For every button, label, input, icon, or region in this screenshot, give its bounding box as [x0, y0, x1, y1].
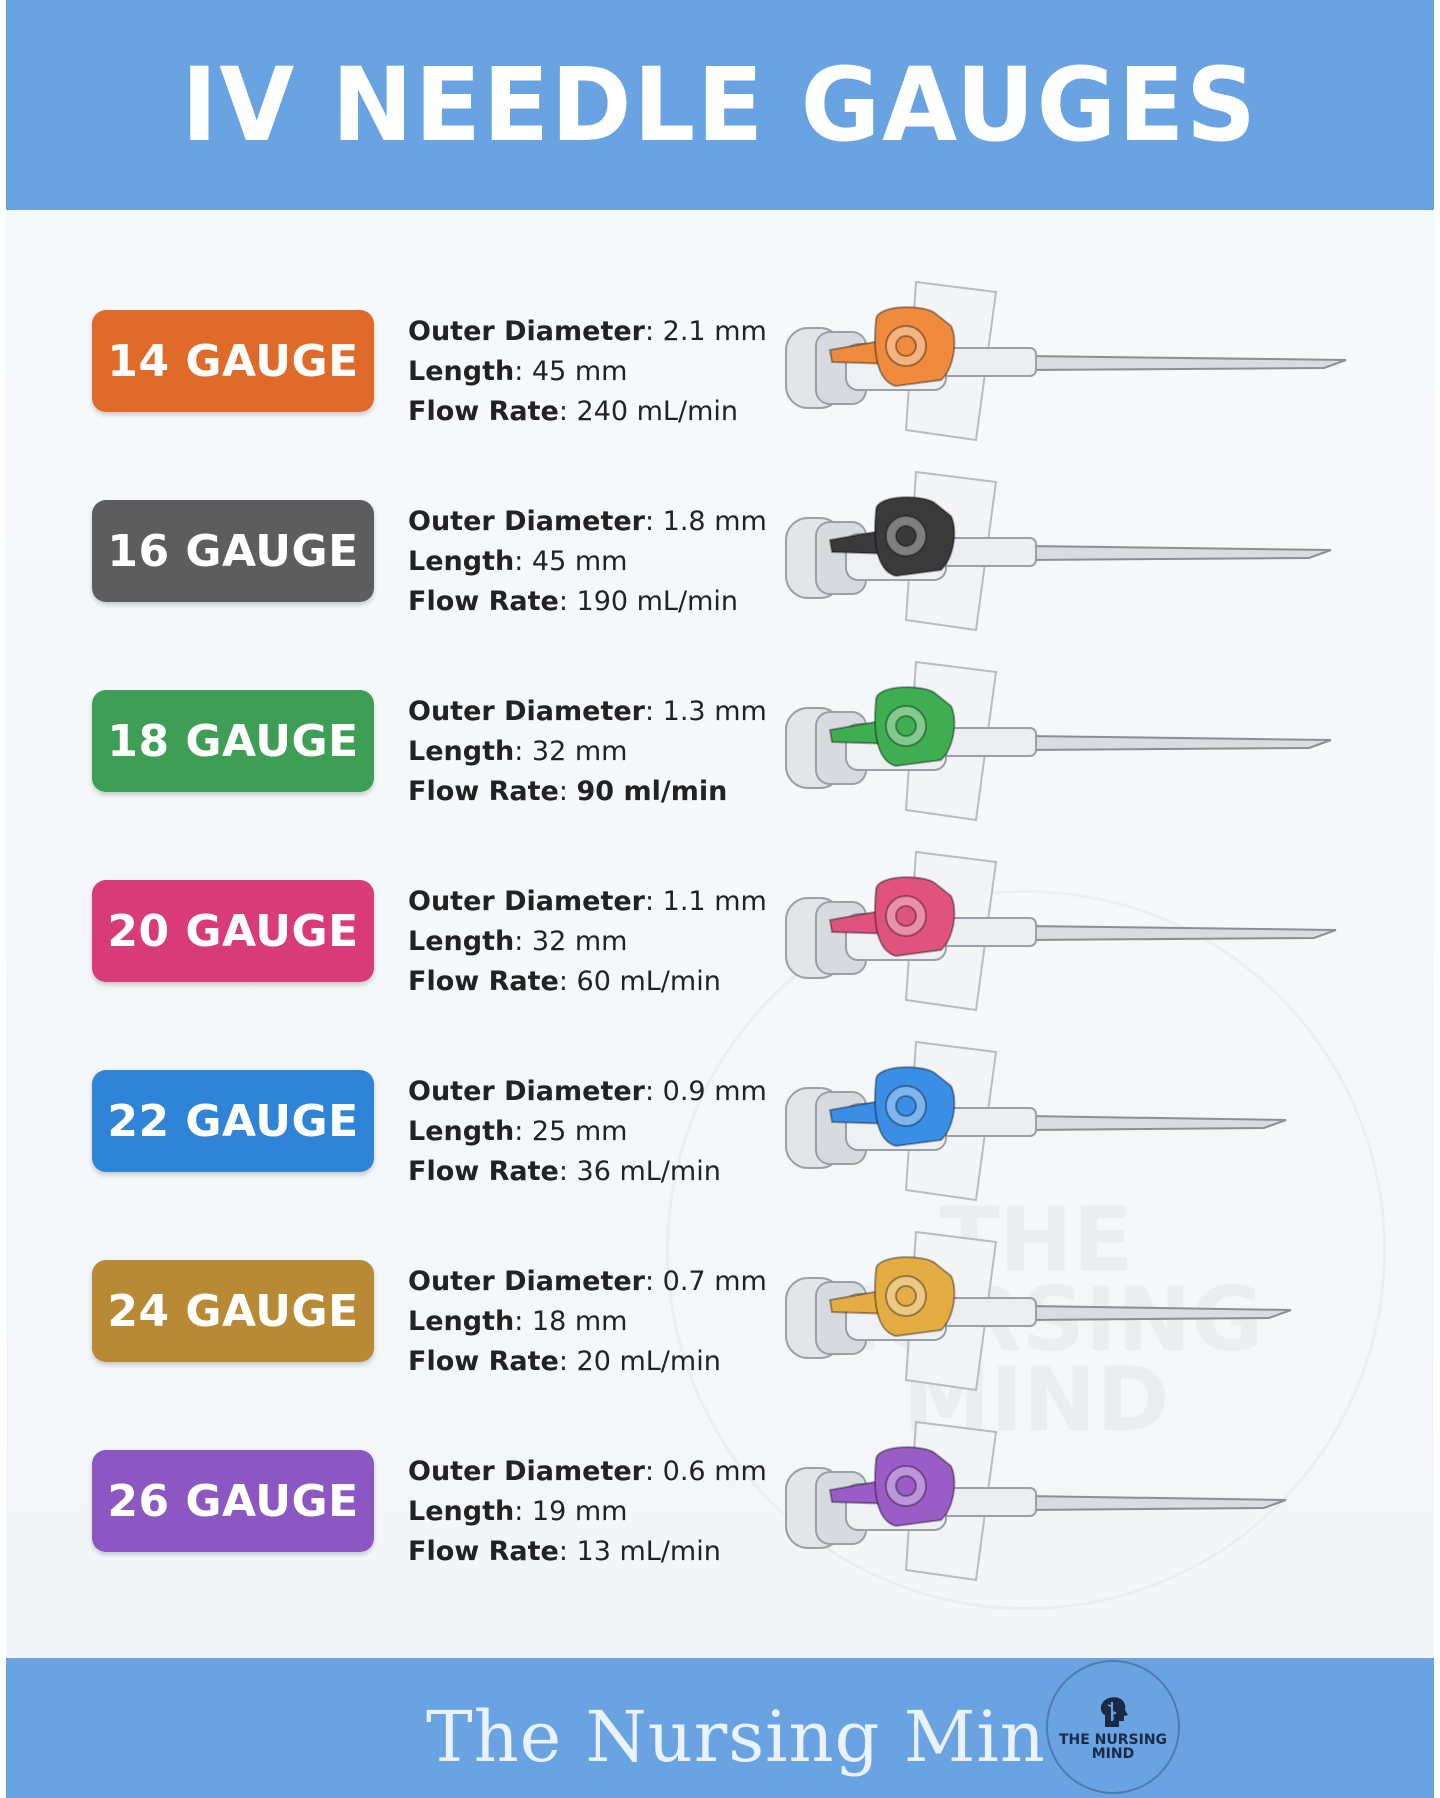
- gauge-badge: 14 GAUGE: [92, 310, 374, 412]
- outer-diameter-value: 1.1 mm: [662, 886, 767, 917]
- iv-catheter-illustration: [785, 470, 1332, 632]
- port-center: [895, 1285, 917, 1307]
- gauge-specs: Outer Diameter: 1.3 mm Length: 32 mm Flo…: [408, 696, 767, 807]
- flow-rate-value: 60 mL/min: [576, 966, 721, 997]
- port-center: [895, 1095, 917, 1117]
- outer-diameter-value: 1.8 mm: [662, 506, 767, 537]
- length-value: 18 mm: [531, 1306, 628, 1337]
- gauge-row: 20 GAUGE Outer Diameter: 1.1 mm Length: …: [6, 840, 1434, 1030]
- length-value: 45 mm: [531, 546, 628, 577]
- gauge-row: 24 GAUGE Outer Diameter: 0.7 mm Length: …: [6, 1220, 1434, 1410]
- outer-diameter-label: Outer Diameter: [408, 316, 645, 347]
- gauge-list: THE NURSING MIND 14 GAUGE Outer Diameter…: [6, 210, 1434, 1658]
- outer-diameter-label: Outer Diameter: [408, 1076, 645, 1107]
- length-label: Length: [408, 1496, 515, 1527]
- outer-diameter-label: Outer Diameter: [408, 506, 645, 537]
- gauge-badge: 24 GAUGE: [92, 1260, 374, 1362]
- outer-diameter-value: 0.7 mm: [662, 1266, 767, 1297]
- gauge-badge: 20 GAUGE: [92, 880, 374, 982]
- iv-catheter-illustration: [785, 1420, 1287, 1582]
- length-value: 32 mm: [531, 736, 628, 767]
- flow-rate-label: Flow Rate: [408, 396, 559, 427]
- gauge-row: 16 GAUGE Outer Diameter: 1.8 mm Length: …: [6, 460, 1434, 650]
- logo-text: THE NURSING MIND: [1058, 1732, 1168, 1762]
- gauge-row: 18 GAUGE Outer Diameter: 1.3 mm Length: …: [6, 650, 1434, 840]
- flow-rate-value: 20 mL/min: [576, 1346, 721, 1377]
- outer-diameter-value: 0.6 mm: [662, 1456, 767, 1487]
- port-center: [895, 715, 917, 737]
- gauge-specs: Outer Diameter: 2.1 mm Length: 45 mm Flo…: [408, 316, 767, 427]
- iv-catheter-illustration: [785, 280, 1347, 442]
- brand-logo: THE NURSING MIND: [1046, 1660, 1180, 1794]
- iv-catheter-illustration: [785, 660, 1332, 822]
- length-label: Length: [408, 1306, 515, 1337]
- flow-rate-label: Flow Rate: [408, 1346, 559, 1377]
- port-center: [895, 1475, 917, 1497]
- gauge-specs: Outer Diameter: 0.7 mm Length: 18 mm Flo…: [408, 1266, 767, 1377]
- length-value: 45 mm: [531, 356, 628, 387]
- outer-diameter-label: Outer Diameter: [408, 696, 645, 727]
- needle-shaft: [1025, 1114, 1287, 1132]
- gauge-specs: Outer Diameter: 1.1 mm Length: 32 mm Flo…: [408, 886, 767, 997]
- flow-rate-label: Flow Rate: [408, 586, 559, 617]
- gauge-row: 14 GAUGE Outer Diameter: 2.1 mm Length: …: [6, 270, 1434, 460]
- needle-shaft: [1025, 354, 1347, 372]
- length-label: Length: [408, 736, 515, 767]
- port-center: [895, 335, 917, 357]
- flow-rate-label: Flow Rate: [408, 1156, 559, 1187]
- gauge-badge: 18 GAUGE: [92, 690, 374, 792]
- gauge-specs: Outer Diameter: 0.6 mm Length: 19 mm Flo…: [408, 1456, 767, 1567]
- outer-diameter-value: 2.1 mm: [662, 316, 767, 347]
- port-center: [895, 905, 917, 927]
- needle-shaft: [1025, 1304, 1292, 1322]
- header-banner: IV NEEDLE GAUGES: [6, 0, 1434, 210]
- outer-diameter-value: 1.3 mm: [662, 696, 767, 727]
- flow-rate-label: Flow Rate: [408, 966, 559, 997]
- gauge-badge: 16 GAUGE: [92, 500, 374, 602]
- length-label: Length: [408, 1116, 515, 1147]
- outer-diameter-label: Outer Diameter: [408, 1266, 645, 1297]
- outer-diameter-label: Outer Diameter: [408, 886, 645, 917]
- flow-rate-value: 240 mL/min: [576, 396, 738, 427]
- length-value: 25 mm: [531, 1116, 628, 1147]
- length-value: 19 mm: [531, 1496, 628, 1527]
- iv-catheter-illustration: [785, 850, 1337, 1012]
- iv-catheter-illustration: [785, 1040, 1287, 1202]
- flow-rate-label: Flow Rate: [408, 1536, 559, 1567]
- footer-banner: The Nursing Mind THE NURSING MIND: [6, 1658, 1434, 1798]
- iv-catheter-illustration: [785, 1230, 1292, 1392]
- flow-rate-value: 90 ml/min: [576, 776, 728, 807]
- gauge-specs: Outer Diameter: 0.9 mm Length: 25 mm Flo…: [408, 1076, 767, 1187]
- flow-rate-label: Flow Rate: [408, 776, 559, 807]
- length-label: Length: [408, 356, 515, 387]
- needle-shaft: [1025, 1494, 1287, 1512]
- flow-rate-value: 13 mL/min: [576, 1536, 721, 1567]
- needle-shaft: [1025, 544, 1332, 562]
- page-title: IV NEEDLE GAUGES: [181, 45, 1259, 165]
- outer-diameter-value: 0.9 mm: [662, 1076, 767, 1107]
- length-value: 32 mm: [531, 926, 628, 957]
- gauge-row: 22 GAUGE Outer Diameter: 0.9 mm Length: …: [6, 1030, 1434, 1220]
- flow-rate-value: 190 mL/min: [576, 586, 738, 617]
- needle-shaft: [1025, 734, 1332, 752]
- footer-brand-name: The Nursing Mind: [426, 1696, 1092, 1778]
- gauge-badge: 22 GAUGE: [92, 1070, 374, 1172]
- caduceus-head-icon: [1100, 1697, 1128, 1727]
- outer-diameter-label: Outer Diameter: [408, 1456, 645, 1487]
- flow-rate-value: 36 mL/min: [576, 1156, 721, 1187]
- gauge-row: 26 GAUGE Outer Diameter: 0.6 mm Length: …: [6, 1410, 1434, 1600]
- needle-shaft: [1025, 924, 1337, 942]
- gauge-badge: 26 GAUGE: [92, 1450, 374, 1552]
- port-center: [895, 525, 917, 547]
- gauge-specs: Outer Diameter: 1.8 mm Length: 45 mm Flo…: [408, 506, 767, 617]
- length-label: Length: [408, 546, 515, 577]
- length-label: Length: [408, 926, 515, 957]
